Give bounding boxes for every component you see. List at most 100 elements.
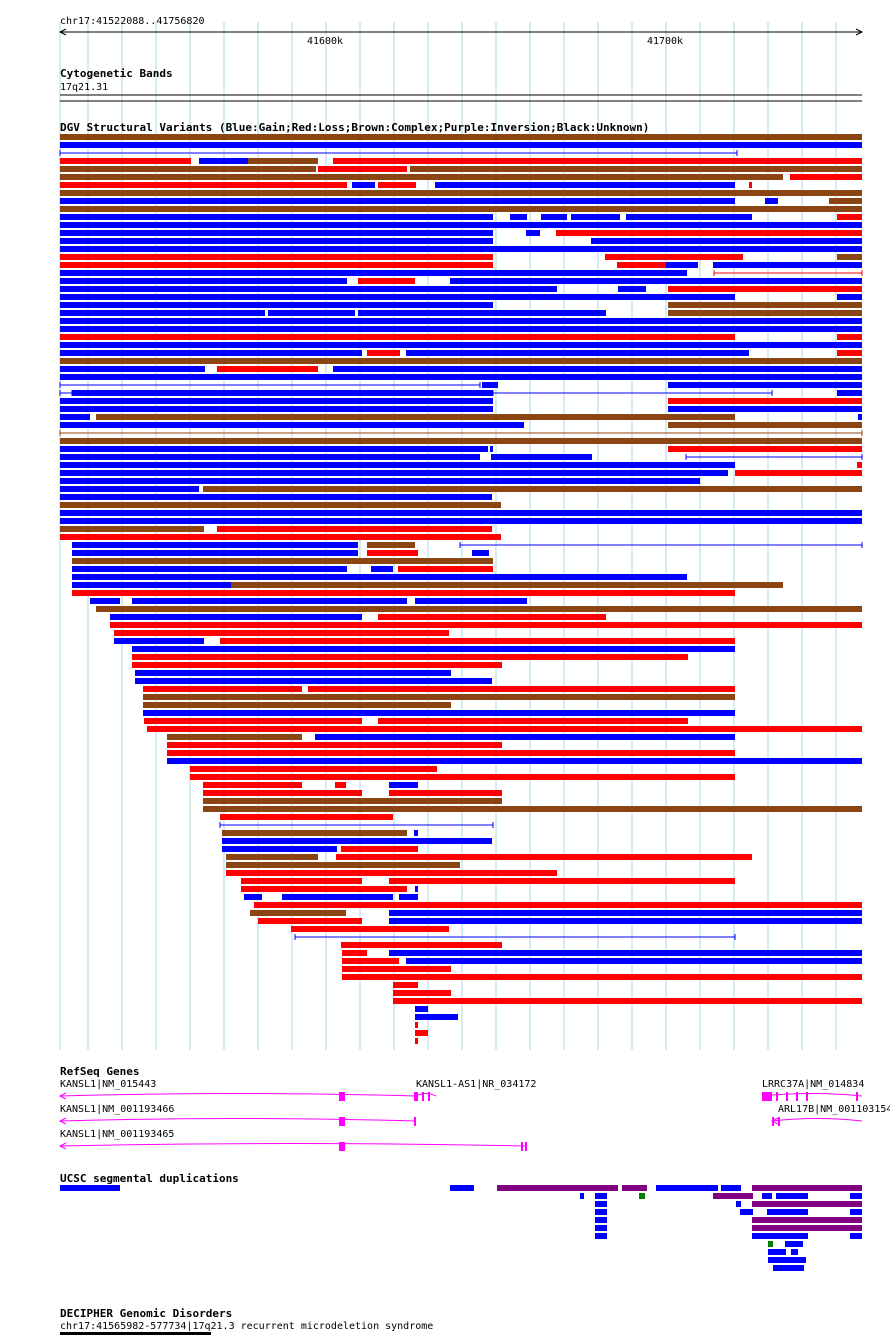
sv-feature[interactable] bbox=[167, 742, 502, 748]
sv-feature[interactable] bbox=[450, 278, 862, 284]
sv-feature[interactable] bbox=[490, 446, 493, 452]
sv-feature[interactable] bbox=[60, 478, 700, 484]
sv-feature[interactable] bbox=[837, 294, 862, 300]
sv-feature[interactable] bbox=[410, 166, 862, 172]
sv-feature[interactable] bbox=[415, 598, 527, 604]
sv-feature[interactable] bbox=[72, 574, 687, 580]
sv-feature[interactable] bbox=[167, 758, 862, 764]
sv-feature[interactable] bbox=[190, 766, 437, 772]
segdup-feature[interactable] bbox=[60, 1185, 120, 1191]
sv-feature[interactable] bbox=[837, 390, 862, 396]
sv-feature[interactable] bbox=[241, 886, 407, 892]
sv-feature[interactable] bbox=[60, 214, 493, 220]
gene-label[interactable]: ARL17B|NM_001103154 bbox=[778, 1104, 890, 1115]
gene-label[interactable]: KANSL1|NM_015443 bbox=[60, 1079, 156, 1090]
sv-feature[interactable] bbox=[231, 582, 783, 588]
decipher-label[interactable]: chr17:41565982-577734|17q21.3 recurrent … bbox=[60, 1321, 433, 1332]
gene-exon[interactable] bbox=[762, 1092, 772, 1101]
sv-feature[interactable] bbox=[226, 854, 318, 860]
sv-feature[interactable] bbox=[60, 358, 862, 364]
gene-label[interactable]: KANSL1|NM_001193465 bbox=[60, 1129, 174, 1140]
sv-feature[interactable] bbox=[641, 214, 752, 220]
sv-feature[interactable] bbox=[143, 710, 735, 716]
sv-feature[interactable] bbox=[541, 214, 567, 220]
sv-feature[interactable] bbox=[222, 838, 492, 844]
segdup-feature[interactable] bbox=[762, 1193, 772, 1199]
sv-feature[interactable] bbox=[60, 534, 501, 540]
sv-feature[interactable] bbox=[222, 830, 407, 836]
segdup-feature[interactable] bbox=[850, 1193, 862, 1199]
sv-feature[interactable] bbox=[60, 454, 480, 460]
gene-exon[interactable] bbox=[786, 1092, 788, 1101]
segdup-feature[interactable] bbox=[785, 1241, 803, 1247]
sv-feature[interactable] bbox=[393, 998, 862, 1004]
segdup-feature[interactable] bbox=[595, 1233, 607, 1239]
sv-feature[interactable] bbox=[668, 422, 862, 428]
sv-feature[interactable] bbox=[358, 310, 606, 316]
gene-exon[interactable] bbox=[422, 1092, 424, 1101]
sv-feature[interactable] bbox=[60, 406, 493, 412]
gene-label[interactable]: KANSL1-AS1|NR_034172 bbox=[416, 1079, 536, 1090]
sv-feature[interactable] bbox=[60, 278, 347, 284]
sv-feature[interactable] bbox=[367, 350, 400, 356]
sv-feature[interactable] bbox=[393, 990, 451, 996]
sv-feature[interactable] bbox=[666, 262, 698, 268]
sv-feature[interactable] bbox=[72, 566, 347, 572]
sv-feature[interactable] bbox=[60, 182, 347, 188]
sv-feature[interactable] bbox=[60, 494, 492, 500]
sv-feature[interactable] bbox=[308, 686, 735, 692]
sv-feature[interactable] bbox=[668, 382, 862, 388]
sv-feature[interactable] bbox=[60, 294, 735, 300]
sv-feature[interactable] bbox=[526, 230, 540, 236]
sv-feature[interactable] bbox=[60, 398, 493, 404]
segdup-feature[interactable] bbox=[850, 1209, 862, 1215]
sv-feature[interactable] bbox=[398, 566, 493, 572]
sv-feature[interactable] bbox=[60, 318, 862, 324]
sv-feature[interactable] bbox=[472, 550, 489, 556]
sv-feature[interactable] bbox=[217, 526, 492, 532]
sv-feature[interactable] bbox=[203, 798, 502, 804]
sv-feature[interactable] bbox=[60, 222, 862, 228]
segdup-feature[interactable] bbox=[713, 1193, 753, 1199]
sv-feature[interactable] bbox=[60, 286, 557, 292]
sv-feature[interactable] bbox=[406, 350, 749, 356]
sv-feature[interactable] bbox=[389, 790, 502, 796]
sv-feature[interactable] bbox=[415, 1006, 428, 1012]
segdup-feature[interactable] bbox=[736, 1201, 741, 1207]
sv-feature[interactable] bbox=[367, 550, 418, 556]
sv-feature[interactable] bbox=[318, 166, 407, 172]
sv-feature[interactable] bbox=[60, 342, 862, 348]
gene-exon[interactable] bbox=[414, 1117, 416, 1126]
sv-feature[interactable] bbox=[60, 302, 493, 308]
gene-intron[interactable] bbox=[59, 1118, 417, 1122]
sv-feature[interactable] bbox=[220, 638, 735, 644]
sv-feature[interactable] bbox=[60, 142, 862, 148]
segdup-feature[interactable] bbox=[595, 1201, 607, 1207]
sv-feature[interactable] bbox=[114, 630, 449, 636]
sv-feature[interactable] bbox=[110, 614, 362, 620]
sv-feature[interactable] bbox=[203, 782, 302, 788]
sv-feature[interactable] bbox=[132, 662, 502, 668]
segdup-feature[interactable] bbox=[752, 1217, 862, 1223]
sv-feature[interactable] bbox=[60, 230, 493, 236]
sv-feature[interactable] bbox=[837, 334, 862, 340]
gene-exon[interactable] bbox=[339, 1092, 345, 1101]
sv-feature[interactable] bbox=[72, 542, 358, 548]
segdup-feature[interactable] bbox=[656, 1185, 718, 1191]
sv-feature[interactable] bbox=[132, 598, 229, 604]
sv-feature[interactable] bbox=[190, 774, 735, 780]
segdup-feature[interactable] bbox=[595, 1193, 607, 1199]
segdup-feature[interactable] bbox=[622, 1185, 647, 1191]
sv-feature[interactable] bbox=[389, 918, 862, 924]
segdup-feature[interactable] bbox=[721, 1185, 741, 1191]
sv-feature[interactable] bbox=[765, 198, 778, 204]
sv-feature[interactable] bbox=[389, 782, 418, 788]
sv-feature[interactable] bbox=[415, 1022, 418, 1028]
gene-exon[interactable] bbox=[796, 1092, 798, 1101]
cytoband-bar[interactable] bbox=[60, 94, 862, 102]
sv-feature[interactable] bbox=[491, 454, 592, 460]
sv-feature[interactable] bbox=[315, 734, 735, 740]
sv-feature[interactable] bbox=[250, 910, 346, 916]
sv-feature[interactable] bbox=[96, 606, 862, 612]
sv-feature[interactable] bbox=[144, 718, 362, 724]
